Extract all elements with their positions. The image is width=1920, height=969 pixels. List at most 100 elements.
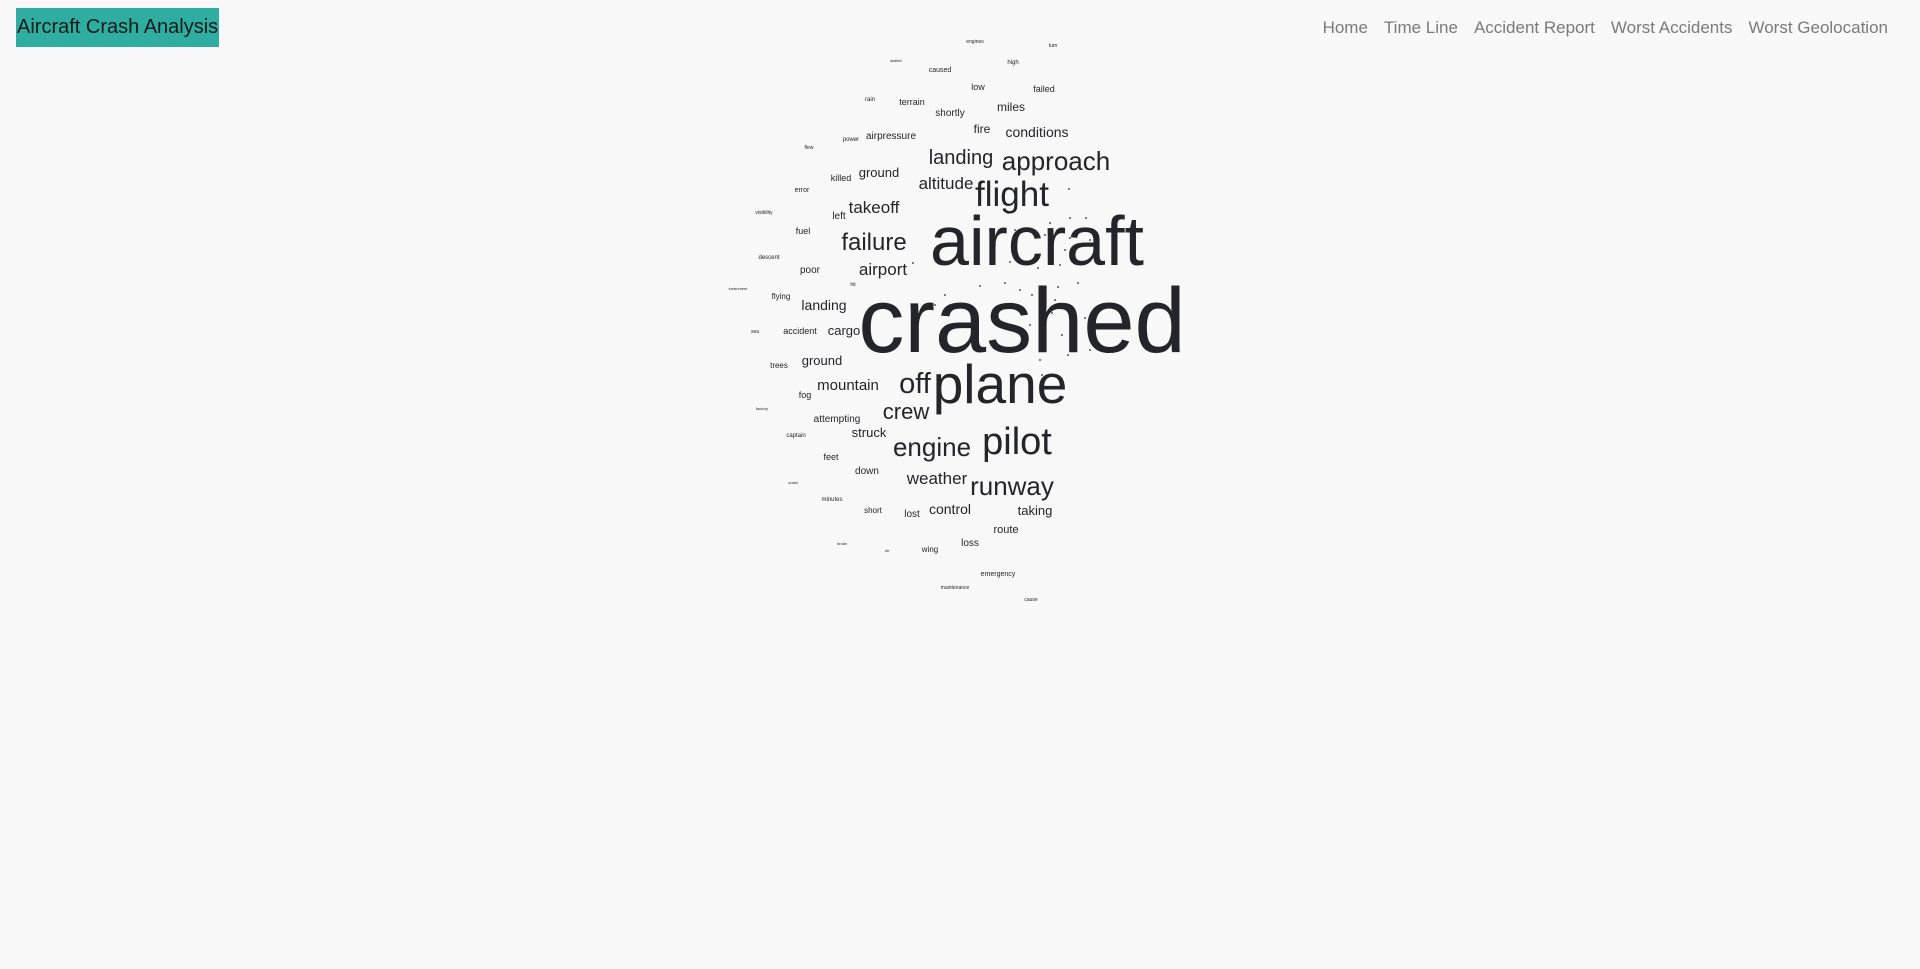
word-cloud-word: miles [997, 100, 1025, 114]
nav-link-worst-accidents[interactable]: Worst Accidents [1610, 18, 1733, 37]
nav-item: Accident Report [1466, 14, 1603, 42]
word-cloud-speck [1084, 317, 1086, 319]
nav-item: Worst Geolocation [1740, 14, 1896, 42]
word-cloud-speck [1061, 334, 1063, 336]
word-cloud-word: attempting [814, 414, 861, 425]
word-cloud-word: ground [802, 353, 842, 368]
word-cloud-word: landing [801, 297, 846, 313]
word-cloud-word: poor [800, 265, 821, 276]
word-cloud-word: feet [823, 452, 839, 462]
navbar: Aircraft Crash Analysis Home Time Line A… [0, 0, 1920, 56]
word-cloud-word: down [855, 466, 879, 477]
word-cloud-speck [997, 308, 999, 310]
word-cloud-word: crashed [858, 270, 1185, 372]
word-cloud-word: short [864, 506, 883, 515]
word-cloud-word: hit [850, 282, 856, 288]
word-cloud-word: crash [788, 480, 798, 485]
word-cloud-speck [1054, 299, 1056, 301]
word-cloud-word: cause [1024, 597, 1038, 603]
nav-link-home[interactable]: Home [1322, 18, 1368, 37]
word-cloud-word: minutes [821, 497, 842, 503]
word-cloud-speck [1068, 188, 1070, 190]
word-cloud-word: airpressure [866, 131, 916, 142]
word-cloud-word: visibility [755, 210, 773, 216]
word-cloud-speck [1004, 282, 1006, 284]
word-cloud-word: low [971, 82, 985, 92]
word-cloud-word: loss [961, 538, 979, 549]
word-cloud-word: sea [751, 329, 759, 335]
word-cloud-speck [1041, 374, 1043, 376]
word-cloud-word: flight [975, 175, 1049, 214]
word-cloud-word: high [1007, 60, 1018, 66]
word-cloud-speck [1067, 354, 1069, 356]
word-cloud-word: descent [758, 255, 779, 261]
word-cloud-speck [1019, 289, 1021, 291]
word-cloud-speck [1007, 212, 1009, 214]
word-cloud-speck [1069, 237, 1071, 239]
word-cloud-speck [1089, 349, 1091, 351]
word-cloud-word: flew [805, 145, 814, 151]
word-cloud-word: factory [756, 406, 768, 411]
word-cloud-word: control [929, 501, 971, 517]
word-cloud-speck [1049, 222, 1051, 224]
word-cloud-word: rain [865, 97, 875, 103]
nav-item: Time Line [1376, 14, 1466, 42]
word-cloud-word: failure [841, 229, 906, 256]
word-cloud-word: turn [1049, 43, 1058, 49]
nav-link-worst-geolocation[interactable]: Worst Geolocation [1748, 18, 1888, 37]
word-cloud-word: fog [799, 390, 812, 400]
word-cloud-word: accident [783, 326, 817, 336]
word-cloud-speck [1014, 229, 1016, 231]
word-cloud-word: runway [970, 471, 1054, 501]
nav-item: Worst Accidents [1603, 14, 1741, 42]
word-cloud-word: route [993, 524, 1018, 536]
word-cloud-word: pilot [982, 421, 1052, 463]
word-cloud-speck [1029, 324, 1031, 326]
word-cloud-speck [934, 304, 936, 306]
word-cloud-word: plane [933, 353, 1068, 415]
word-cloud-speck [1064, 249, 1066, 251]
word-cloud-word: instrument [729, 286, 749, 291]
word-cloud-word: lost [904, 509, 920, 520]
word-cloud-word: airport [859, 260, 907, 279]
word-cloud-word: landing [929, 147, 994, 169]
word-cloud-speck [979, 285, 981, 287]
word-cloud-speck [1023, 339, 1025, 341]
word-cloud-word: maintenance [941, 585, 970, 591]
nav-menu: Home Time Line Accident Report Worst Acc… [1315, 14, 1896, 42]
word-cloud-word: captain [786, 433, 805, 439]
word-cloud-speck [1044, 234, 1046, 236]
word-cloud-word: emergency [981, 571, 1016, 578]
nav-link-accident-report[interactable]: Accident Report [1473, 18, 1595, 37]
word-cloud-word: stalled [890, 58, 902, 63]
word-cloud-word: ground [859, 165, 899, 180]
word-cloud-word: caused [929, 67, 952, 74]
word-cloud-word: shortly [935, 108, 964, 119]
word-cloud-speck [1057, 286, 1059, 288]
word-cloud-word: taking [1018, 503, 1053, 518]
word-cloud-word: mountain [817, 377, 879, 394]
word-cloud-speck [912, 262, 914, 264]
word-cloud-word: wing [921, 545, 938, 554]
word-cloud-word: terrain [899, 97, 925, 107]
word-cloud-word: off [899, 368, 932, 400]
word-cloud-speck [1076, 261, 1078, 263]
word-cloud-word: aircraft [930, 202, 1144, 280]
word-cloud-speck [1089, 239, 1091, 241]
word-cloud-word: conditions [1005, 124, 1068, 140]
nav-link-timeline[interactable]: Time Line [1383, 18, 1458, 37]
word-cloud-word: fuel [796, 226, 811, 236]
word-cloud-word: approach [1002, 146, 1110, 176]
word-cloud-word: weather [906, 469, 968, 488]
word-cloud-word: trees [770, 361, 788, 370]
nav-item: Home [1315, 14, 1376, 42]
word-cloud-speck [944, 294, 946, 296]
word-cloud-speck [1051, 312, 1053, 314]
word-cloud-word: broke [837, 541, 848, 546]
word-cloud-word: flying [772, 292, 791, 301]
word-cloud-word: struck [852, 425, 887, 440]
word-cloud-speck [1009, 261, 1011, 263]
word-cloud-word: engine [893, 432, 971, 462]
brand-link[interactable]: Aircraft Crash Analysis [16, 8, 220, 47]
